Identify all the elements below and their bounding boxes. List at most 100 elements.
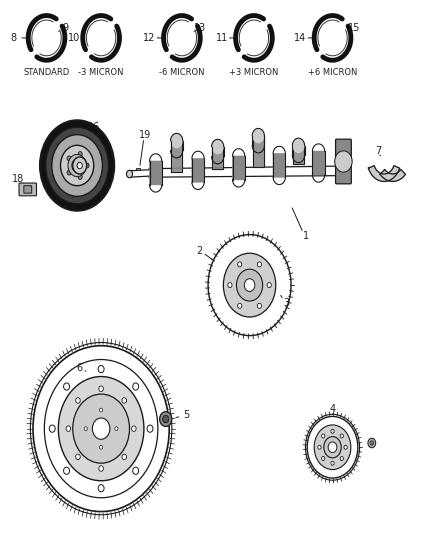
Circle shape bbox=[257, 262, 261, 267]
Circle shape bbox=[68, 155, 86, 176]
Circle shape bbox=[257, 303, 261, 309]
Circle shape bbox=[98, 484, 104, 492]
Circle shape bbox=[328, 442, 337, 453]
Circle shape bbox=[368, 438, 376, 448]
Circle shape bbox=[49, 425, 55, 432]
Text: 14: 14 bbox=[294, 33, 306, 43]
Circle shape bbox=[73, 394, 130, 463]
Text: 3: 3 bbox=[284, 297, 290, 308]
Circle shape bbox=[64, 383, 70, 390]
Text: 17: 17 bbox=[46, 155, 58, 165]
Circle shape bbox=[58, 376, 144, 481]
Circle shape bbox=[344, 445, 347, 449]
Circle shape bbox=[76, 398, 80, 403]
Polygon shape bbox=[368, 166, 399, 181]
Circle shape bbox=[267, 282, 271, 288]
Circle shape bbox=[78, 175, 82, 180]
Circle shape bbox=[147, 425, 153, 432]
Circle shape bbox=[73, 157, 87, 174]
FancyBboxPatch shape bbox=[273, 153, 286, 177]
Circle shape bbox=[237, 269, 263, 301]
Circle shape bbox=[335, 151, 352, 172]
Circle shape bbox=[78, 151, 82, 156]
Circle shape bbox=[238, 303, 242, 309]
Circle shape bbox=[331, 429, 334, 433]
Text: +6 MICRON: +6 MICRON bbox=[308, 68, 357, 77]
Circle shape bbox=[84, 427, 88, 431]
Text: -6 MICRON: -6 MICRON bbox=[159, 68, 205, 77]
Circle shape bbox=[72, 159, 82, 172]
FancyBboxPatch shape bbox=[336, 139, 351, 184]
Circle shape bbox=[292, 138, 304, 153]
Circle shape bbox=[133, 467, 139, 474]
Circle shape bbox=[252, 128, 265, 143]
Circle shape bbox=[321, 434, 325, 438]
Circle shape bbox=[115, 427, 118, 431]
Text: 6: 6 bbox=[76, 362, 82, 373]
Text: 4: 4 bbox=[329, 404, 336, 414]
FancyBboxPatch shape bbox=[232, 156, 245, 180]
FancyBboxPatch shape bbox=[24, 185, 32, 193]
Polygon shape bbox=[253, 136, 264, 167]
Circle shape bbox=[64, 467, 70, 474]
FancyBboxPatch shape bbox=[191, 158, 205, 183]
Circle shape bbox=[60, 146, 94, 185]
Circle shape bbox=[99, 408, 102, 412]
Circle shape bbox=[324, 437, 341, 458]
Text: 15: 15 bbox=[348, 23, 360, 34]
Circle shape bbox=[244, 279, 255, 292]
Circle shape bbox=[77, 163, 82, 168]
Circle shape bbox=[66, 426, 71, 431]
Text: +3 MICRON: +3 MICRON bbox=[229, 68, 279, 77]
Circle shape bbox=[122, 454, 127, 459]
Text: 19: 19 bbox=[139, 130, 151, 140]
FancyBboxPatch shape bbox=[312, 151, 325, 175]
Circle shape bbox=[314, 425, 351, 470]
Circle shape bbox=[370, 441, 374, 445]
Circle shape bbox=[46, 127, 109, 204]
Text: 11: 11 bbox=[215, 33, 228, 43]
Text: 2: 2 bbox=[196, 246, 202, 255]
Text: 1: 1 bbox=[303, 231, 309, 241]
Circle shape bbox=[52, 135, 102, 196]
Circle shape bbox=[98, 366, 104, 373]
Circle shape bbox=[162, 415, 169, 423]
Text: 8: 8 bbox=[11, 33, 17, 43]
Text: 10: 10 bbox=[68, 33, 80, 43]
Circle shape bbox=[238, 262, 242, 267]
Circle shape bbox=[99, 466, 103, 471]
Text: -3 MICRON: -3 MICRON bbox=[78, 68, 124, 77]
Text: 18: 18 bbox=[12, 174, 24, 184]
Circle shape bbox=[212, 140, 224, 154]
Circle shape bbox=[85, 163, 89, 168]
Polygon shape bbox=[293, 146, 304, 164]
Circle shape bbox=[67, 170, 71, 175]
Circle shape bbox=[40, 120, 114, 211]
Text: 16: 16 bbox=[88, 122, 100, 132]
Text: STANDARD: STANDARD bbox=[23, 68, 70, 77]
Circle shape bbox=[159, 411, 172, 426]
Bar bbox=[136, 168, 140, 170]
Circle shape bbox=[127, 170, 133, 177]
Circle shape bbox=[99, 446, 102, 449]
Circle shape bbox=[133, 383, 139, 390]
Circle shape bbox=[170, 133, 183, 148]
Text: 9: 9 bbox=[62, 23, 68, 34]
Text: 7: 7 bbox=[375, 146, 381, 156]
Circle shape bbox=[331, 461, 334, 465]
Circle shape bbox=[99, 386, 103, 392]
Circle shape bbox=[223, 253, 276, 317]
Polygon shape bbox=[212, 147, 223, 169]
Circle shape bbox=[340, 457, 343, 461]
Text: 5: 5 bbox=[183, 410, 189, 421]
Circle shape bbox=[122, 398, 127, 403]
FancyBboxPatch shape bbox=[19, 183, 36, 196]
Text: 13: 13 bbox=[194, 23, 206, 34]
Circle shape bbox=[340, 434, 343, 438]
Circle shape bbox=[131, 426, 136, 431]
Circle shape bbox=[228, 282, 232, 288]
Polygon shape bbox=[171, 141, 182, 172]
Circle shape bbox=[76, 454, 80, 459]
Text: 12: 12 bbox=[143, 33, 155, 43]
Polygon shape bbox=[380, 169, 406, 181]
